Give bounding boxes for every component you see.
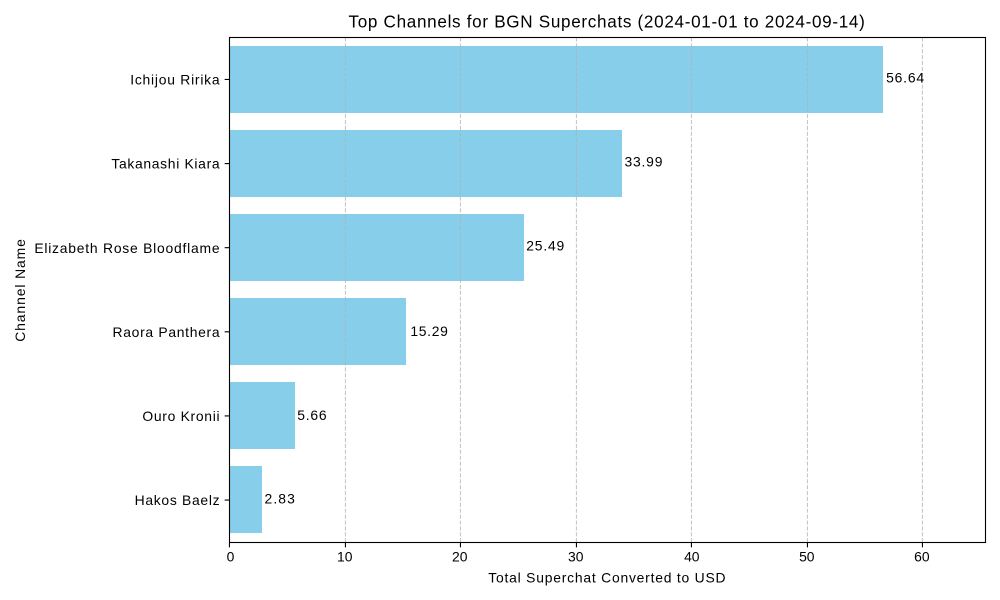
svg-text:Channel Name: Channel Name xyxy=(12,238,28,342)
svg-text:56.64: 56.64 xyxy=(886,70,925,86)
svg-text:0: 0 xyxy=(227,549,235,565)
svg-text:Raora Panthera: Raora Panthera xyxy=(113,324,221,340)
svg-text:Top Channels for BGN Superchat: Top Channels for BGN Superchats (2024-01… xyxy=(348,13,865,32)
svg-text:Hakos Baelz: Hakos Baelz xyxy=(135,492,221,508)
svg-text:2.83: 2.83 xyxy=(265,491,296,507)
svg-text:5.66: 5.66 xyxy=(297,407,327,423)
svg-text:33.99: 33.99 xyxy=(624,154,663,170)
svg-text:Total Superchat Converted to U: Total Superchat Converted to USD xyxy=(488,569,726,585)
svg-text:40: 40 xyxy=(684,549,700,565)
svg-text:Ichijou Ririka: Ichijou Ririka xyxy=(130,72,220,88)
svg-text:60: 60 xyxy=(914,549,930,565)
svg-text:Elizabeth Rose Bloodflame: Elizabeth Rose Bloodflame xyxy=(34,240,220,256)
svg-text:Ouro Kronii: Ouro Kronii xyxy=(142,408,220,424)
svg-text:15.29: 15.29 xyxy=(410,323,448,339)
svg-text:20: 20 xyxy=(452,549,468,565)
svg-text:30: 30 xyxy=(568,549,584,565)
svg-text:10: 10 xyxy=(337,549,353,565)
svg-text:50: 50 xyxy=(799,549,815,565)
svg-text:Takanashi Kiara: Takanashi Kiara xyxy=(111,156,220,172)
svg-text:25.49: 25.49 xyxy=(526,238,565,254)
